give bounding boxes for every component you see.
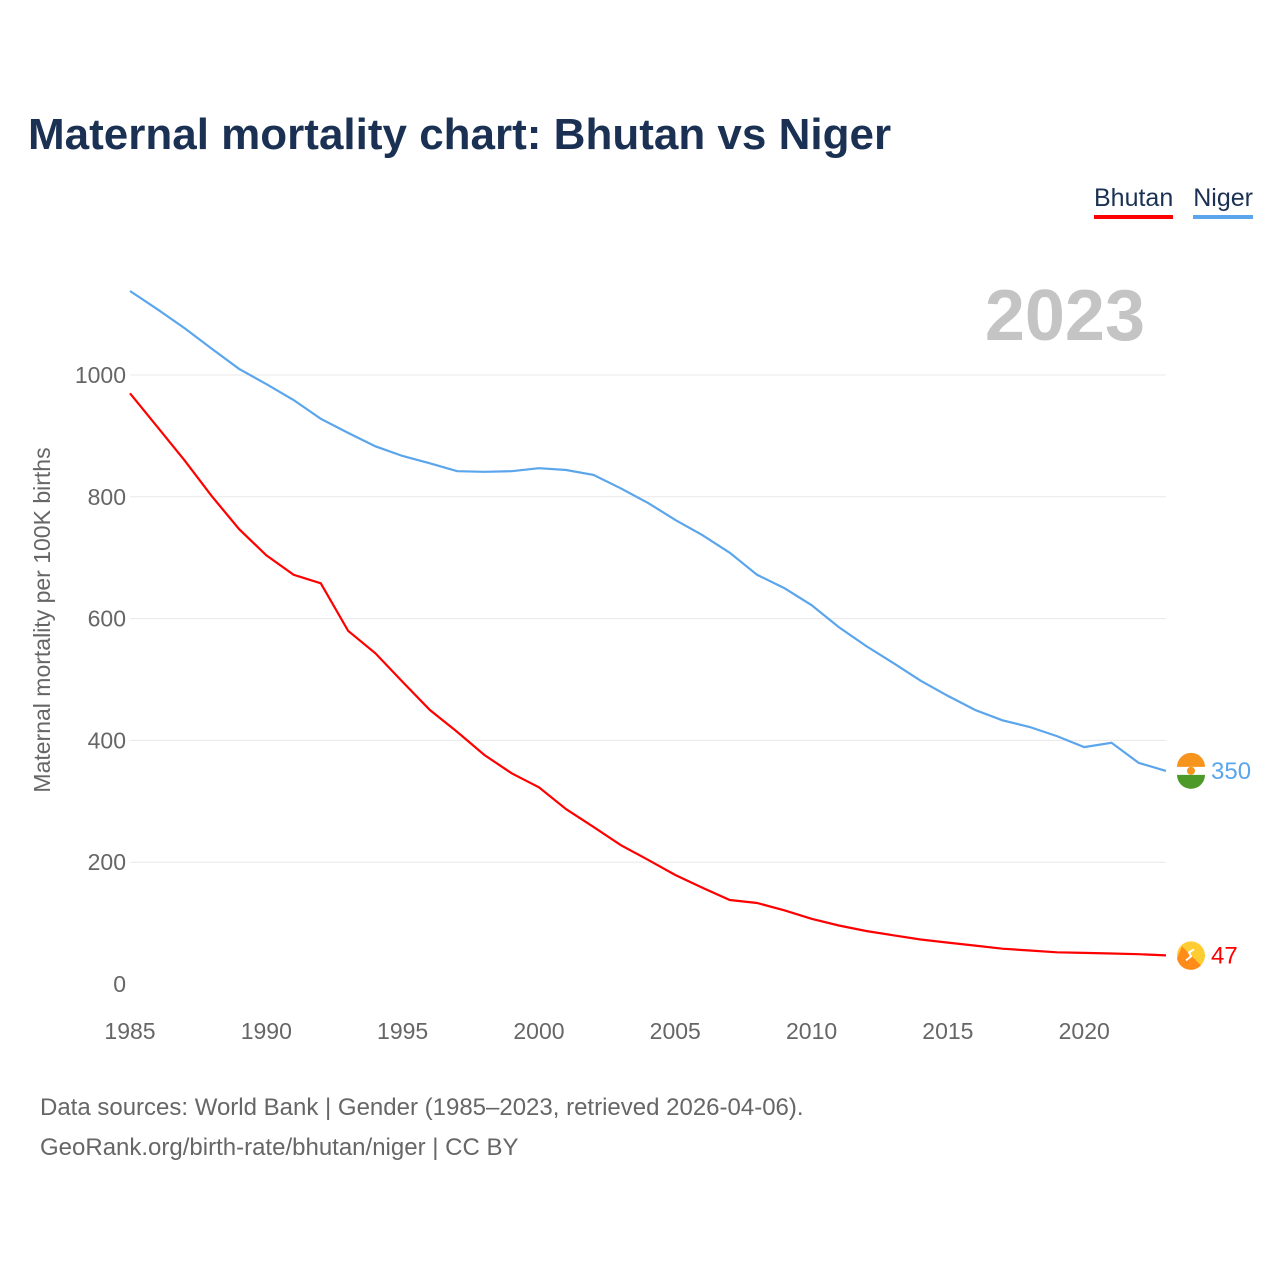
year-watermark: 2023 — [985, 276, 1145, 356]
y-tick-label: 800 — [88, 484, 126, 510]
flag-disc — [1187, 766, 1195, 775]
x-tick-label: 2000 — [513, 1018, 564, 1044]
x-tick-label: 1995 — [377, 1018, 428, 1044]
x-tick-label: 2015 — [922, 1018, 973, 1044]
flag-green — [1177, 774, 1205, 789]
y-tick-label: 1000 — [75, 362, 126, 388]
series-line-bhutan — [129, 392, 1167, 957]
legend: Bhutan Niger — [1094, 184, 1253, 219]
y-tick-label: 0 — [113, 971, 126, 997]
x-tick-label: 1985 — [104, 1018, 155, 1044]
x-tick-label: 2005 — [650, 1018, 701, 1044]
data-source: Data sources: World Bank | Gender (1985–… — [40, 1088, 804, 1168]
flag-icon-bhutan — [1177, 941, 1205, 970]
x-tick-label: 1990 — [241, 1018, 292, 1044]
flag-icon-niger — [1177, 752, 1205, 789]
y-axis-label: Maternal mortality per 100K births — [29, 447, 55, 792]
source-line-1: Data sources: World Bank | Gender (1985–… — [40, 1094, 804, 1121]
chart-title: Maternal mortality chart: Bhutan vs Nige… — [28, 110, 892, 159]
flag-orange — [1177, 752, 1205, 767]
end-value-label-niger: 350 — [1211, 758, 1251, 785]
x-tick-label: 2020 — [1059, 1018, 1110, 1044]
y-tick-label: 400 — [88, 727, 126, 753]
x-tick-label: 2010 — [786, 1018, 837, 1044]
legend-niger[interactable]: Niger — [1193, 184, 1253, 219]
flag-dragon — [1185, 948, 1195, 962]
y-tick-label: 200 — [88, 849, 126, 875]
source-line-2[interactable]: GeoRank.org/birth-rate/bhutan/niger | CC… — [40, 1134, 519, 1161]
y-tick-label: 600 — [88, 606, 126, 632]
series-line-niger — [129, 290, 1167, 772]
end-value-label-bhutan: 47 — [1211, 942, 1238, 969]
legend-bhutan[interactable]: Bhutan — [1094, 184, 1174, 219]
